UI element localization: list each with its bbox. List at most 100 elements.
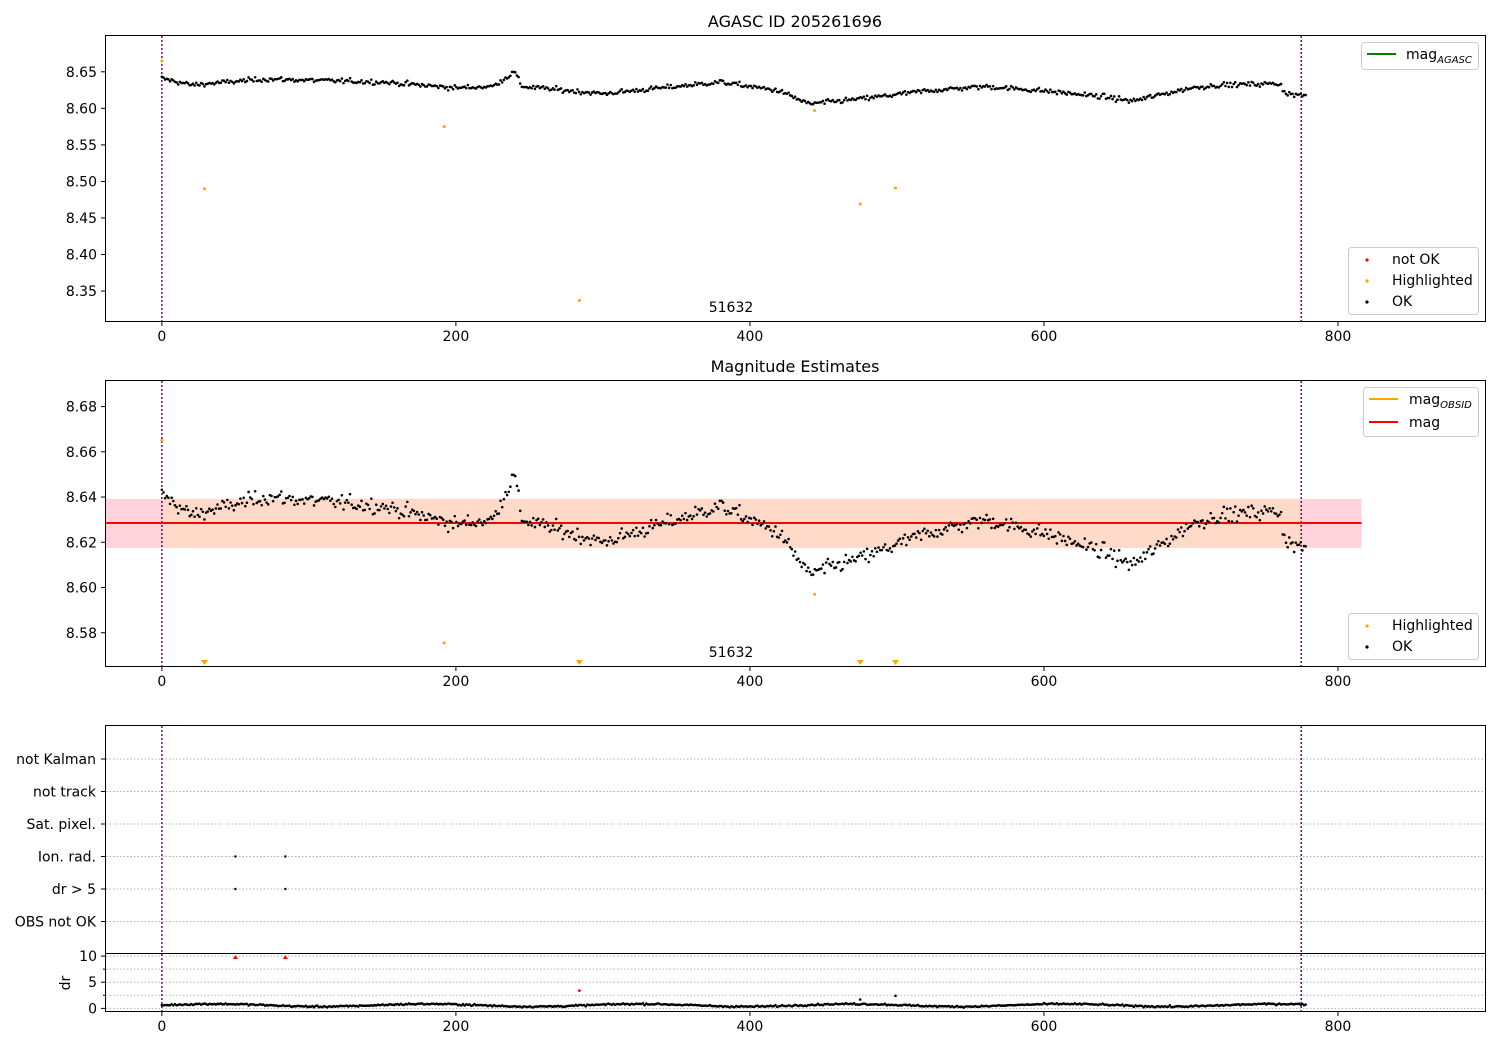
panel2-ok-point [330, 497, 334, 500]
panel1-ok-point [1068, 91, 1072, 94]
panel2-ok-point [456, 524, 460, 528]
panel3-frame [105, 725, 1486, 954]
panel2-ok-point [936, 535, 939, 538]
panel2-ok-point [392, 506, 396, 509]
panel2-ok-point [957, 528, 961, 531]
panel1-ok-point [769, 88, 772, 92]
panel2-ok-point [875, 550, 879, 554]
panel1-ok-point [1013, 88, 1016, 91]
panel1-ok-point [1222, 80, 1226, 84]
panel4-notok-offscale-marker [282, 955, 288, 959]
panel4-data-points [160, 955, 1307, 1009]
panel1-ok-point [1292, 95, 1296, 99]
panel2-ok-point [1227, 519, 1231, 523]
panel2-ok-point [744, 515, 748, 518]
panel4-ok-point [858, 998, 862, 1001]
panel1-ok-point [437, 86, 440, 90]
panel2-mag-band [106, 498, 1362, 548]
panel1-ok-point [212, 83, 216, 86]
panel1-ok-point [985, 83, 988, 87]
panel2-ok-point [383, 507, 386, 510]
panel1-ok-point [553, 88, 556, 91]
panel1-ok-point [834, 100, 838, 104]
panel2-ok-point [384, 504, 388, 508]
panel2-ok-point [291, 495, 295, 499]
panel2-ok-point [1094, 542, 1098, 546]
panel1-ok-point [554, 84, 558, 88]
panel2-ok-point [1145, 551, 1149, 554]
panel2-ok-point [779, 533, 782, 536]
panel2-ok-point [949, 521, 952, 524]
panel2-ok-point [1265, 508, 1268, 511]
panel1-ok-point [358, 80, 362, 84]
panel1-ok-point [566, 88, 569, 92]
panel1-ok-point [509, 74, 512, 78]
panel2-ok-point [708, 512, 712, 515]
panel2-ok-point [973, 516, 977, 520]
panel2-ok-point [769, 529, 772, 532]
panel2-ok-point [247, 490, 250, 494]
panel3-flag-label: dr > 5 [52, 882, 96, 898]
panel2-ok-point [963, 521, 967, 525]
panel4-ok-point [245, 1002, 249, 1006]
panel2-ok-point [903, 533, 907, 536]
panel1-ok-point [1207, 85, 1211, 89]
panel2-ok-point [1175, 536, 1178, 539]
panel2-ok-point [1129, 560, 1132, 563]
panel2-ok-point [914, 536, 918, 539]
panel1-ok-point [798, 98, 802, 102]
panel1-ok-point [530, 86, 533, 90]
panel2-ok-point [777, 536, 781, 539]
panel2-ok-point [1279, 510, 1283, 514]
panel2-ok-point [826, 557, 830, 561]
panel2-ok-point [921, 529, 925, 533]
panel2-ok-point [278, 493, 281, 497]
panel1-ok-point [900, 92, 903, 96]
panel2-ok-point [338, 502, 342, 505]
panel1-ok-point [862, 95, 866, 98]
panel2-ok-point [451, 526, 455, 530]
panel2-ok-point [160, 488, 164, 492]
panel1-ok-point [631, 88, 635, 92]
panel2-ok-point [864, 557, 867, 561]
panel1-ok-point [561, 91, 565, 95]
panel4-notok-offscale-marker [232, 955, 238, 959]
panel2-ok-point [1013, 527, 1016, 531]
panel1-ok-point [1299, 92, 1303, 96]
panel2-ok-point [947, 524, 951, 527]
panel2-ok-point [163, 496, 167, 500]
panel1-ok-point [1117, 95, 1121, 98]
panel2-ok-point [1130, 563, 1134, 567]
panel2-ok-point [414, 512, 417, 516]
panel4-ok-point [1168, 1004, 1172, 1007]
panel2-ok-point [1247, 505, 1250, 509]
panel2-ok-point [937, 528, 941, 532]
panel2-ok-point [715, 505, 718, 509]
panel2-ok-point [406, 500, 409, 504]
panel2-ok-point [1225, 507, 1229, 511]
panel2-ok-point [559, 524, 563, 528]
panel1-ok-point [1233, 80, 1237, 84]
panel2-ok-point [358, 505, 362, 509]
panel1-ok-point [721, 79, 725, 83]
panel1-legend-highlighted-label: Highlighted [1392, 273, 1473, 289]
panel1-ok-point [1251, 81, 1255, 85]
panel2-ok-point [1016, 525, 1019, 528]
panel2-ok-point [1263, 505, 1267, 508]
panel1-ok-point [536, 84, 540, 88]
panel2-ok-point [1155, 543, 1159, 546]
panel1-ok-point [280, 76, 283, 79]
panel2-ok-point [1157, 539, 1160, 543]
panel2-ok-point [993, 526, 997, 530]
panel1-xtick-label: 800 [1325, 329, 1352, 345]
panel2-ok-point [240, 501, 244, 505]
panel2-ok-point [509, 485, 512, 489]
panel2-ok-point [661, 520, 664, 523]
panel1-ok-point [666, 83, 669, 86]
panel1-ok-point [559, 87, 563, 90]
panel1-ok-point [1248, 84, 1252, 87]
panel2-ok-point [617, 536, 620, 540]
panel2-ok-point [978, 516, 982, 520]
panel2-ok-point [1269, 509, 1273, 513]
